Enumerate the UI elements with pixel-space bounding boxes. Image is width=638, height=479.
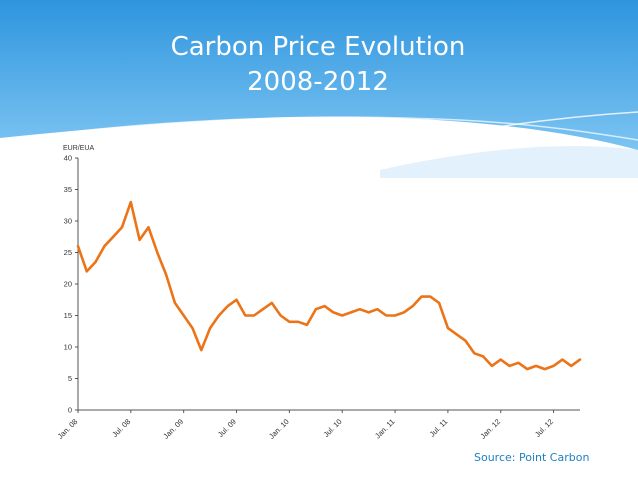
y-axis-label: EUR/EUA <box>63 145 94 152</box>
y-tick-label: 10 <box>64 343 72 352</box>
x-tick-label: Jan. 09 <box>161 417 185 441</box>
x-tick-label: Jul. 08 <box>110 417 132 439</box>
y-tick-label: 0 <box>68 406 72 415</box>
axes: 0 5 10 15 20 25 30 35 40 Jan. 08 Jul. 08 Jan. 09 Jul… <box>56 154 580 441</box>
slide-title-line2: 2008-2012 <box>247 67 389 98</box>
y-tick-label: 5 <box>68 374 72 383</box>
price-series-line <box>76 200 582 371</box>
y-tick-label: 25 <box>64 248 72 257</box>
y-tick-label: 20 <box>64 280 72 289</box>
x-tick-label: Jul. 11 <box>428 417 450 439</box>
y-tick-label: 35 <box>64 185 72 194</box>
y-tick-label: 30 <box>64 217 72 226</box>
x-tick-label: Jul. 09 <box>216 417 238 439</box>
x-tick-label: Jan. 10 <box>267 417 291 441</box>
source-note: Source: Point Carbon <box>474 451 590 464</box>
x-tick-label: Jan. 08 <box>56 417 80 441</box>
slide-title-line1: Carbon Price Evolution <box>170 32 466 62</box>
x-tick-label: Jan. 11 <box>373 417 396 440</box>
plot-area <box>76 200 582 371</box>
y-tick-label: 40 <box>64 154 72 163</box>
x-tick-label: Jul. 10 <box>322 417 344 439</box>
header-band <box>0 0 638 178</box>
x-tick-label: Jan. 12 <box>478 417 502 441</box>
slide-title: Carbon Price Evolution 2008-2012 <box>148 30 488 100</box>
x-tick-label: Jul. 12 <box>533 417 555 439</box>
y-tick-label: 15 <box>64 311 72 320</box>
